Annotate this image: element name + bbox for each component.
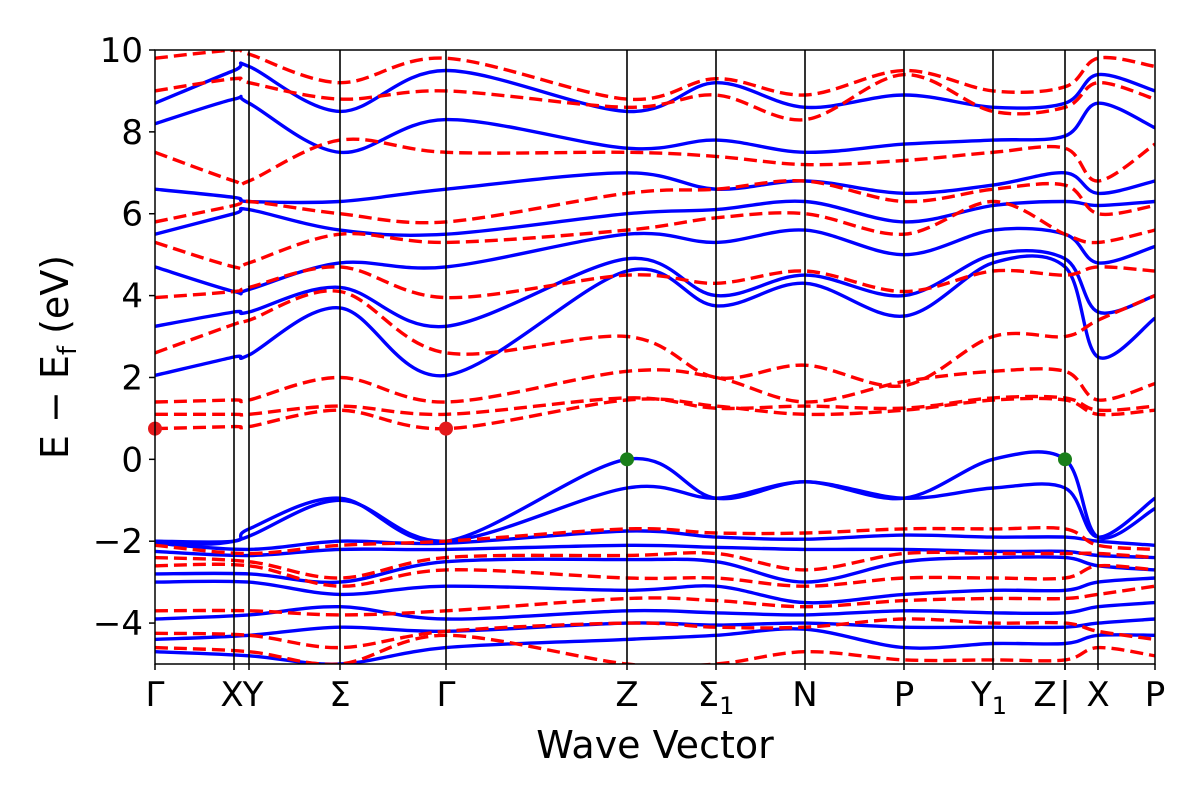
x-axis-title: Wave Vector [536, 723, 774, 767]
y-tick-label: 2 [121, 358, 143, 398]
x-tick-label: Z [615, 675, 638, 715]
x-tick-label: | [1059, 675, 1070, 715]
solid-band-11 [155, 248, 1155, 329]
x-tick-label: Σ1 [698, 675, 735, 720]
solid-band-10 [155, 254, 1155, 378]
band-lines [155, 50, 1155, 664]
x-tick-label: Y [242, 675, 264, 715]
solid-band-15 [155, 94, 1155, 155]
y-tick-label: 0 [121, 440, 143, 480]
band-extremum-marker [620, 452, 634, 467]
x-tick-label: Γ [437, 675, 456, 715]
solid-band-9 [155, 627, 1155, 664]
y-axis-title-unit: (eV) [33, 255, 77, 346]
dashed-band-4 [155, 289, 1155, 389]
x-tick-label: Z [1033, 675, 1056, 715]
solid-band-2 [155, 480, 1155, 546]
band-extremum-marker [439, 421, 453, 436]
series-dashed [155, 50, 1155, 664]
y-tick-label: 10 [100, 31, 143, 71]
solid-band-5 [155, 555, 1155, 585]
y-axis-title-main: E − E [33, 355, 77, 459]
dashed-band-16 [155, 633, 1155, 664]
dashed-band-8 [155, 137, 1155, 188]
plot-frame [154, 49, 1156, 665]
x-tick-label: P [1145, 675, 1166, 715]
dashed-band-9 [155, 72, 1155, 122]
solid-band-14 [155, 171, 1155, 205]
y-axis-title-sub: f [53, 345, 83, 355]
solid-band-16 [155, 61, 1155, 114]
dashed-band-5 [155, 265, 1155, 300]
solid-band-7 [155, 600, 1155, 621]
y-tick-label: 8 [121, 113, 143, 153]
dashed-band-2 [155, 394, 1155, 417]
x-tick-label: P [894, 675, 915, 715]
dashed-band-6 [155, 199, 1155, 271]
high-symmetry-lines [233, 50, 1099, 664]
x-tick-label: X [1086, 675, 1109, 715]
band-extremum-marker [1058, 452, 1072, 467]
dashed-band-7 [155, 178, 1155, 225]
x-tick-label: Σ [329, 675, 350, 715]
y-tick-label: 4 [121, 277, 143, 317]
dashed-band-10 [155, 50, 1155, 102]
y-tick-label: −4 [93, 604, 143, 644]
y-tick-label: 6 [121, 195, 143, 235]
dashed-band-3 [155, 367, 1155, 404]
x-tick-label: Y1 [970, 675, 1007, 720]
y-tick-label: −2 [93, 522, 143, 562]
solid-band-13 [155, 199, 1155, 237]
dashed-band-12 [155, 550, 1155, 580]
solid-band-12 [155, 226, 1155, 296]
y-axis-title: E − Ef (eV) [33, 255, 83, 459]
x-axis-ticks: Γ XY Σ Γ Z Σ1 N P Y1 Z | X P [146, 664, 1166, 720]
x-tick-label: N [792, 675, 817, 715]
dashed-band-1 [155, 396, 1155, 431]
dashed-band-13 [155, 562, 1155, 588]
x-tick-label: X [220, 675, 243, 715]
extremum-markers [148, 421, 1072, 467]
y-axis-ticks: −4 −2 0 2 4 6 8 10 [93, 31, 155, 644]
x-tick-label: Γ [146, 675, 165, 715]
